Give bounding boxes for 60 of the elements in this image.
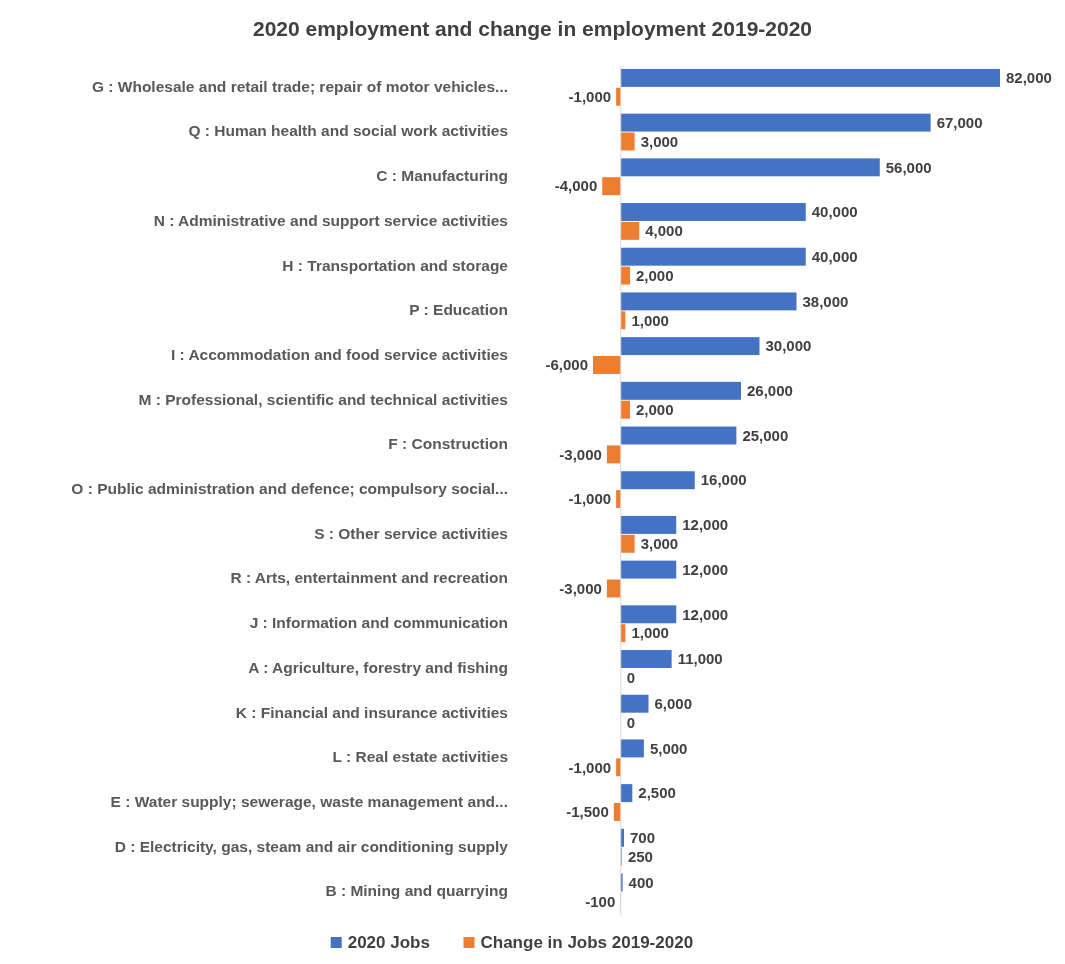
- y-tick-label: J : Information and communication: [249, 614, 508, 632]
- legend-label: Change in Jobs 2019-2020: [480, 933, 694, 952]
- data-label: 4,000: [645, 222, 683, 240]
- data-label: 82,000: [1006, 69, 1052, 87]
- data-label: 1,000: [631, 311, 669, 329]
- data-label: -1,000: [568, 490, 612, 508]
- data-label: -100: [585, 892, 616, 910]
- data-label: 0: [626, 713, 636, 731]
- y-tick-label: M : Professional, scientific and technical activities: [138, 390, 508, 408]
- data-label: -6,000: [545, 356, 588, 374]
- data-label: -1,500: [566, 803, 609, 821]
- data-label: 1,000: [631, 624, 669, 642]
- data-label: 30,000: [765, 337, 812, 355]
- data-label: -4,000: [554, 177, 598, 195]
- data-label: 400: [628, 873, 654, 891]
- y-tick-label: H : Transportation and storage: [282, 256, 509, 274]
- data-label: 38,000: [802, 292, 849, 310]
- data-label: 11,000: [677, 650, 723, 668]
- y-tick-label: L : Real estate activities: [332, 748, 508, 766]
- data-label: 25,000: [742, 426, 789, 444]
- data-label: -3,000: [559, 445, 602, 463]
- chart-title: 2020 employment and change in employment 2019-2020: [252, 17, 813, 40]
- data-label: 2,000: [636, 400, 674, 418]
- data-label: 250: [627, 847, 653, 865]
- data-label: 2,000: [636, 266, 674, 284]
- y-tick-label: N : Administrative and support service activities: [153, 211, 508, 229]
- data-label: 12,000: [682, 605, 729, 623]
- y-tick-label: D : Electricity, gas, steam and air conditioning supply: [114, 837, 509, 855]
- data-label: 12,000: [682, 516, 729, 534]
- data-label: 5,000: [649, 739, 688, 757]
- data-label: 26,000: [747, 382, 793, 400]
- data-label: 2,500: [638, 784, 676, 802]
- y-tick-label: I : Accommodation and food service activities: [170, 345, 508, 363]
- y-tick-label: R : Arts, entertainment and recreation: [230, 569, 508, 587]
- data-label: 56,000: [885, 158, 932, 176]
- y-tick-label: C : Manufacturing: [376, 167, 508, 185]
- data-label: 0: [626, 669, 636, 687]
- y-tick-label: O : Public administration and defence; compulsory social...: [71, 480, 508, 498]
- legend-label: 2020 Jobs: [347, 933, 430, 952]
- data-label: 40,000: [811, 203, 858, 221]
- data-label: 40,000: [811, 247, 858, 265]
- y-tick-label: K : Financial and insurance activities: [235, 703, 508, 721]
- data-label: 67,000: [936, 113, 983, 131]
- y-tick-label: F : Construction: [388, 435, 508, 453]
- y-tick-label: G : Wholesale and retail trade; repair of motor vehicles...: [91, 77, 508, 95]
- data-label: -1,000: [568, 758, 612, 776]
- data-label: -1,000: [568, 88, 612, 106]
- data-label: -3,000: [559, 579, 602, 597]
- y-tick-label: Q : Human health and social work activities: [188, 122, 508, 140]
- data-label: 16,000: [700, 471, 747, 489]
- y-tick-label: A : Agriculture, forestry and fishing: [248, 658, 508, 676]
- data-label: 6,000: [654, 694, 693, 712]
- data-label: 3,000: [640, 535, 679, 553]
- y-tick-label: P : Education: [409, 301, 508, 319]
- y-tick-label: B : Mining and quarrying: [325, 882, 508, 900]
- data-label: 3,000: [640, 132, 679, 150]
- y-tick-label: S : Other service activities: [314, 524, 508, 542]
- data-label: 700: [629, 829, 656, 847]
- y-tick-label: E : Water supply; sewerage, waste management and...: [110, 792, 508, 810]
- data-label: 12,000: [682, 560, 729, 578]
